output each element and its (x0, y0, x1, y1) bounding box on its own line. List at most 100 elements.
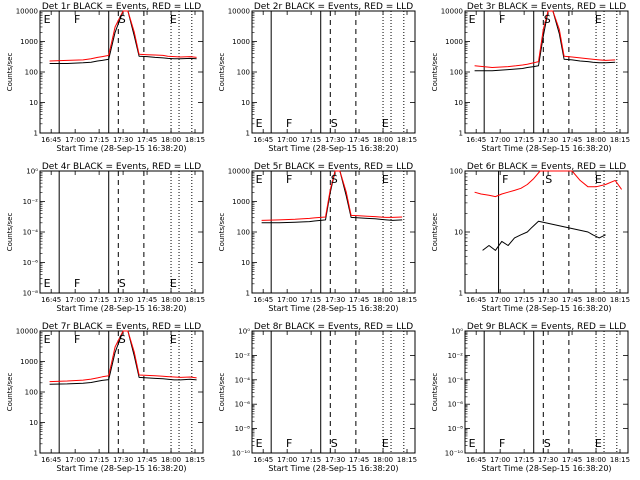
x-tick-label: 17:45 (349, 456, 369, 464)
x-tick-label: 17:00 (277, 296, 297, 304)
x-tick-label: 18:00 (586, 136, 606, 144)
x-tick-label: 16:45 (466, 296, 486, 304)
y-axis-label: Counts/sec (218, 53, 226, 92)
event-marker-e: E (469, 13, 476, 26)
x-tick-label: 16:45 (253, 296, 273, 304)
y-tick-label: 10000 (228, 8, 250, 16)
y-tick-label: 10 (241, 99, 250, 107)
y-tick-label: 10⁻⁴ (448, 376, 464, 384)
y-tick-label: 10⁻² (23, 198, 39, 206)
y-tick-label: 1000 (20, 38, 38, 46)
x-tick-label: 18:00 (373, 296, 393, 304)
x-tick-label: 18:15 (397, 136, 417, 144)
x-axis-label: Start Time (28-Sep-15 16:38:20) (481, 144, 611, 153)
y-axis-label: Counts/sec (6, 53, 14, 92)
x-tick-label: 18:15 (610, 136, 630, 144)
detector-panel-6: Det 6r BLACK = Events, RED = LLD 16:45 17:… (431, 162, 630, 313)
y-tick-label: 10 (29, 99, 38, 107)
x-tick-label: 17:30 (113, 136, 133, 144)
y-axis-label: Counts/sec (218, 373, 226, 412)
panel-title: Det 5r BLACK = Events, RED = LLD (254, 162, 413, 172)
x-tick-label: 18:00 (373, 456, 393, 464)
y-tick-label: 100 (25, 69, 38, 77)
event-marker-s: S (331, 437, 338, 450)
x-tick-label: 17:00 (277, 136, 297, 144)
x-tick-label: 16:45 (466, 136, 486, 144)
x-tick-label: 17:30 (325, 296, 345, 304)
event-marker-e: E (469, 437, 476, 450)
x-tick-label: 18:15 (610, 296, 630, 304)
event-marker-f: F (502, 173, 508, 186)
y-axis-label: Counts/sec (431, 373, 439, 412)
detector-panel-5: Det 5r BLACK = Events, RED = LLD 16:45 17:… (218, 162, 417, 313)
x-axis-label: Start Time (28-Sep-15 16:38:20) (56, 144, 186, 153)
x-tick-label: 18:00 (586, 456, 606, 464)
y-tick-label: 1000 (20, 358, 38, 366)
y-tick-label: 10 (241, 259, 250, 267)
y-tick-label: 10⁻⁴ (235, 376, 251, 384)
x-tick-label: 17:45 (137, 296, 157, 304)
event-marker-s: S (119, 333, 126, 346)
panel-title: Det 7r BLACK = Events, RED = LLD (42, 322, 201, 332)
x-tick-label: 16:45 (466, 456, 486, 464)
x-tick-label: 16:45 (253, 136, 273, 144)
event-marker-e: E (382, 173, 389, 186)
detector-panel-2: Det 2r BLACK = Events, RED = LLD 16:45 17:… (218, 2, 417, 153)
y-tick-label: 100 (237, 229, 250, 237)
x-tick-label: 17:00 (65, 136, 85, 144)
y-axis-label: Counts/sec (6, 213, 14, 252)
event-marker-f: F (74, 277, 80, 290)
x-tick-label: 17:15 (89, 456, 109, 464)
x-tick-label: 17:45 (562, 456, 582, 464)
y-tick-label: 10⁰ (238, 328, 250, 336)
x-axis-label: Start Time (28-Sep-15 16:38:20) (268, 144, 398, 153)
plot-frame (464, 330, 629, 454)
detector-panel-3: Det 3r BLACK = Events, RED = LLD 16:45 17:… (431, 2, 630, 153)
x-tick-label: 17:00 (490, 456, 510, 464)
y-tick-label: 10000 (228, 168, 250, 176)
event-marker-e: E (595, 173, 602, 186)
x-axis-label: Start Time (28-Sep-15 16:38:20) (481, 304, 611, 313)
x-tick-label: 18:15 (185, 136, 205, 144)
x-tick-label: 18:00 (373, 136, 393, 144)
x-tick-label: 17:45 (137, 456, 157, 464)
x-tick-label: 18:15 (185, 456, 205, 464)
event-marker-f: F (74, 333, 80, 346)
y-tick-label: 10⁻⁸ (23, 290, 39, 298)
x-tick-label: 17:30 (113, 456, 133, 464)
x-tick-label: 17:45 (137, 136, 157, 144)
x-tick-label: 17:45 (562, 296, 582, 304)
y-tick-label: 10⁻⁶ (23, 259, 39, 267)
x-tick-label: 17:30 (113, 296, 133, 304)
event-marker-f: F (499, 13, 505, 26)
event-marker-e: E (256, 173, 263, 186)
x-tick-label: 17:00 (490, 296, 510, 304)
panel-title: Det 8r BLACK = Events, RED = LLD (254, 322, 413, 332)
event-marker-f: F (286, 437, 292, 450)
x-tick-label: 17:15 (301, 296, 321, 304)
x-axis-label: Start Time (28-Sep-15 16:38:20) (268, 304, 398, 313)
event-marker-e: E (170, 333, 177, 346)
y-tick-label: 10⁻¹⁰ (232, 450, 250, 458)
event-marker-s: S (545, 173, 552, 186)
series-line-lld (474, 10, 616, 68)
detector-panel-1: Det 1r BLACK = Events, RED = LLD 16:45 17:… (6, 2, 205, 153)
panel-title: Det 1r BLACK = Events, RED = LLD (42, 2, 201, 12)
detector-panel-7: Det 7r BLACK = Events, RED = LLD 16:45 17:… (6, 322, 205, 473)
x-tick-label: 17:45 (349, 296, 369, 304)
event-marker-s: S (119, 13, 126, 26)
y-axis-label: Counts/sec (431, 213, 439, 252)
x-tick-label: 18:00 (161, 296, 181, 304)
panel-title: Det 9r BLACK = Events, RED = LLD (467, 322, 626, 332)
series-line-lld (49, 10, 197, 62)
x-tick-label: 17:30 (325, 456, 345, 464)
y-axis-label: Counts/sec (218, 213, 226, 252)
y-tick-label: 1 (34, 130, 38, 138)
x-axis-label: Start Time (28-Sep-15 16:38:20) (268, 464, 398, 473)
x-tick-label: 17:15 (514, 296, 534, 304)
y-tick-label: 1 (34, 450, 38, 458)
y-tick-label: 1000 (232, 38, 250, 46)
event-marker-s: S (119, 277, 126, 290)
y-tick-label: 10⁻⁸ (235, 425, 251, 433)
